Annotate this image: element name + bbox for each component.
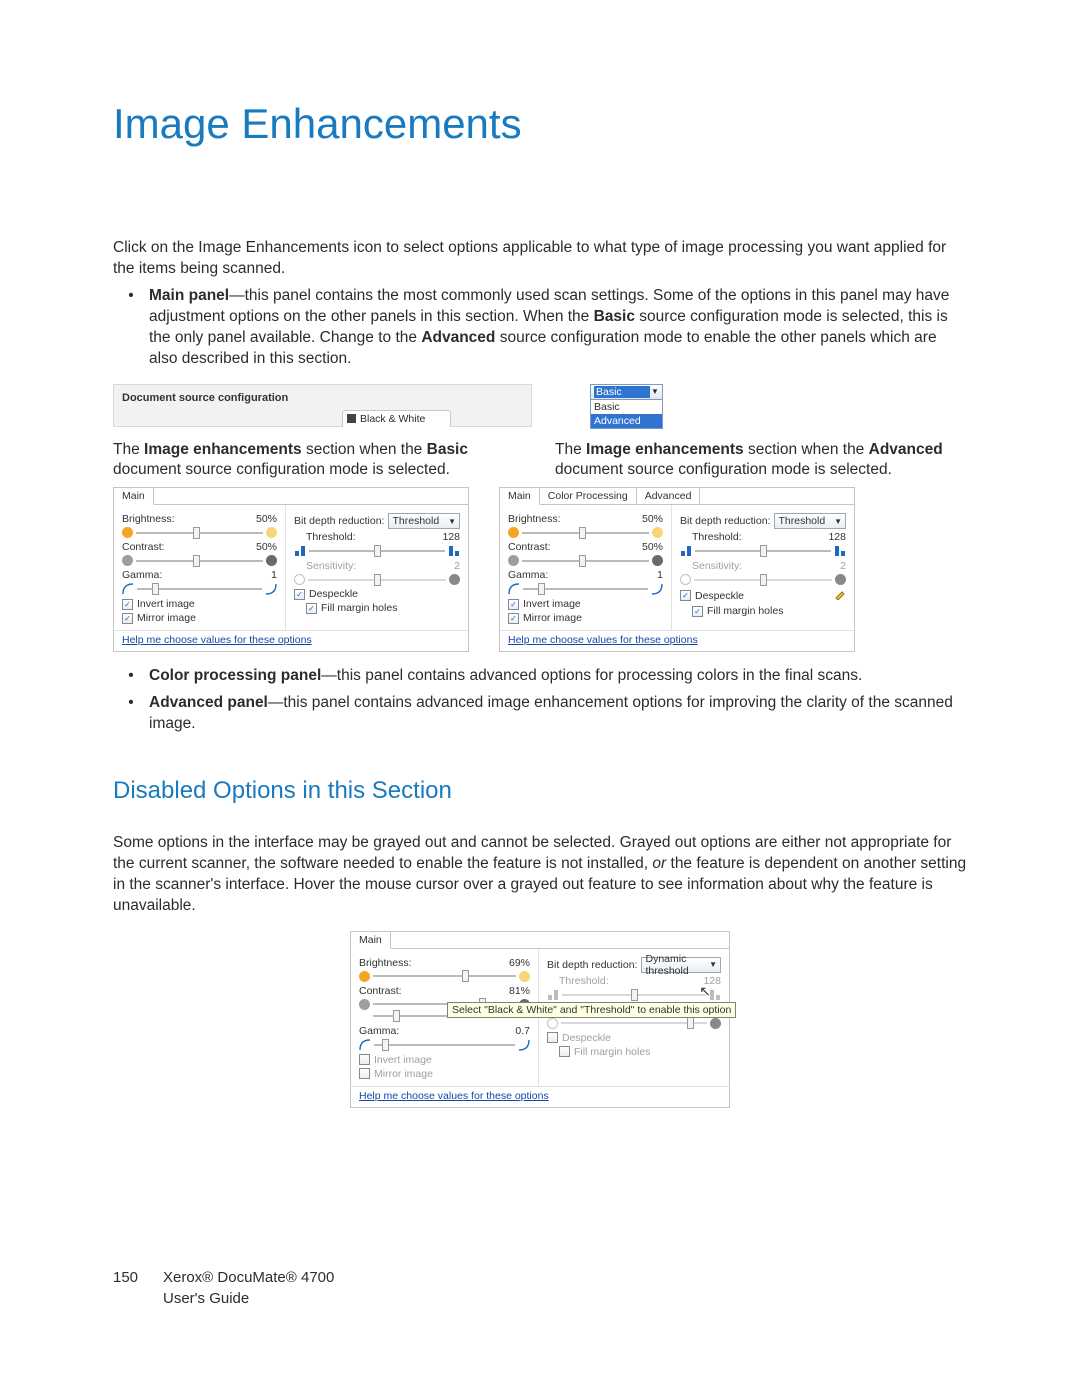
threshold-slider bbox=[547, 989, 721, 1001]
contrast-slider[interactable] bbox=[122, 555, 277, 566]
bitdepth-select[interactable]: Threshold▼ bbox=[774, 513, 846, 529]
bullet-icon bbox=[113, 693, 149, 735]
invert-check[interactable]: ✓Invert image bbox=[122, 598, 277, 610]
panel-basic: Main Brightness:50% Contrast:50% bbox=[113, 487, 469, 652]
config-bar: Document source configuration Black & Wh… bbox=[113, 384, 532, 427]
bullet-color: Color processing panel—this panel contai… bbox=[149, 666, 967, 687]
pencil-icon[interactable] bbox=[834, 588, 846, 603]
sensitivity-slider bbox=[547, 1018, 721, 1029]
help-link[interactable]: Help me choose values for these options bbox=[114, 630, 468, 651]
panel-advanced: Main Color Processing Advanced Brightnes… bbox=[499, 487, 855, 652]
brightness-slider[interactable] bbox=[122, 527, 277, 538]
invert-check: Invert image bbox=[359, 1054, 530, 1066]
brightness-slider[interactable] bbox=[359, 971, 530, 982]
gamma-slider[interactable] bbox=[122, 583, 277, 595]
invert-check[interactable]: ✓Invert image bbox=[508, 598, 663, 610]
tab-main[interactable]: Main bbox=[351, 932, 391, 949]
chevron-down-icon: ▼ bbox=[650, 387, 660, 396]
chevron-down-icon: ▼ bbox=[448, 517, 456, 526]
cursor-icon: ↖ bbox=[699, 983, 711, 1000]
fill-check: Fill margin holes bbox=[547, 1046, 721, 1058]
despeckle-check[interactable]: ✓Despeckle bbox=[294, 588, 460, 600]
sensitivity-slider bbox=[680, 574, 846, 585]
mode-option-basic[interactable]: Basic bbox=[591, 400, 662, 414]
intro-paragraph: Click on the Image Enhancements icon to … bbox=[113, 238, 967, 280]
mode-dropdown-list: Basic Advanced bbox=[590, 400, 663, 429]
tab-color[interactable]: Color Processing bbox=[540, 488, 637, 504]
mirror-check[interactable]: ✓Mirror image bbox=[122, 612, 277, 624]
bullet-main: Main panel—this panel contains the most … bbox=[149, 286, 967, 370]
mirror-check: Mirror image bbox=[359, 1068, 530, 1080]
bw-icon bbox=[347, 414, 356, 423]
curve-icon bbox=[265, 583, 277, 595]
bullet-main-label: Main panel bbox=[149, 287, 229, 304]
tab-main[interactable]: Main bbox=[500, 488, 540, 505]
gamma-slider[interactable] bbox=[359, 1039, 530, 1051]
threshold-icon bbox=[448, 545, 460, 557]
sensitivity-slider bbox=[294, 574, 460, 585]
tab-main[interactable]: Main bbox=[114, 488, 154, 505]
subheading: Disabled Options in this Section bbox=[113, 777, 967, 805]
tooltip: Select "Black & White" and "Threshold" t… bbox=[447, 1002, 736, 1018]
threshold-icon bbox=[294, 545, 306, 557]
help-link[interactable]: Help me choose values for these options bbox=[500, 630, 854, 651]
tab-adv[interactable]: Advanced bbox=[637, 488, 701, 504]
curve-icon bbox=[122, 583, 134, 595]
threshold-slider[interactable] bbox=[680, 545, 846, 557]
page-number: 150 bbox=[113, 1267, 143, 1309]
despeckle-check[interactable]: ✓Despeckle bbox=[680, 588, 846, 603]
panel-disabled-demo: Main Brightness:69% Contrast:81% Gamma:0… bbox=[350, 931, 730, 1108]
mode-option-advanced[interactable]: Advanced bbox=[591, 414, 662, 428]
bullet-adv: Advanced panel—this panel contains advan… bbox=[149, 693, 967, 735]
despeckle-check: Despeckle bbox=[547, 1032, 721, 1044]
fill-check[interactable]: ✓Fill margin holes bbox=[680, 605, 846, 617]
threshold-slider[interactable] bbox=[294, 545, 460, 557]
page-footer: 150 Xerox® DocuMate® 4700 User's Guide bbox=[113, 1267, 334, 1309]
bitdepth-select[interactable]: Dynamic threshold▼ bbox=[641, 957, 721, 973]
brightness-slider[interactable] bbox=[508, 527, 663, 538]
fill-check[interactable]: ✓Fill margin holes bbox=[294, 602, 460, 614]
config-title: Document source configuration bbox=[122, 392, 288, 404]
caption-basic: The Image enhancements section when the … bbox=[113, 440, 525, 482]
page-title: Image Enhancements bbox=[113, 100, 967, 148]
bitdepth-select[interactable]: Threshold▼ bbox=[388, 513, 460, 529]
mirror-check[interactable]: ✓Mirror image bbox=[508, 612, 663, 624]
caption-advanced: The Image enhancements section when the … bbox=[555, 440, 967, 482]
config-tab[interactable]: Black & White bbox=[342, 410, 451, 427]
bullet-icon bbox=[113, 286, 149, 370]
contrast-slider[interactable] bbox=[508, 555, 663, 566]
gamma-slider[interactable] bbox=[508, 583, 663, 595]
disabled-paragraph: Some options in the interface may be gra… bbox=[113, 833, 967, 917]
help-link[interactable]: Help me choose values for these options bbox=[351, 1086, 729, 1107]
bullet-icon bbox=[113, 666, 149, 687]
mode-dropdown[interactable]: Basic ▼ bbox=[590, 384, 663, 400]
